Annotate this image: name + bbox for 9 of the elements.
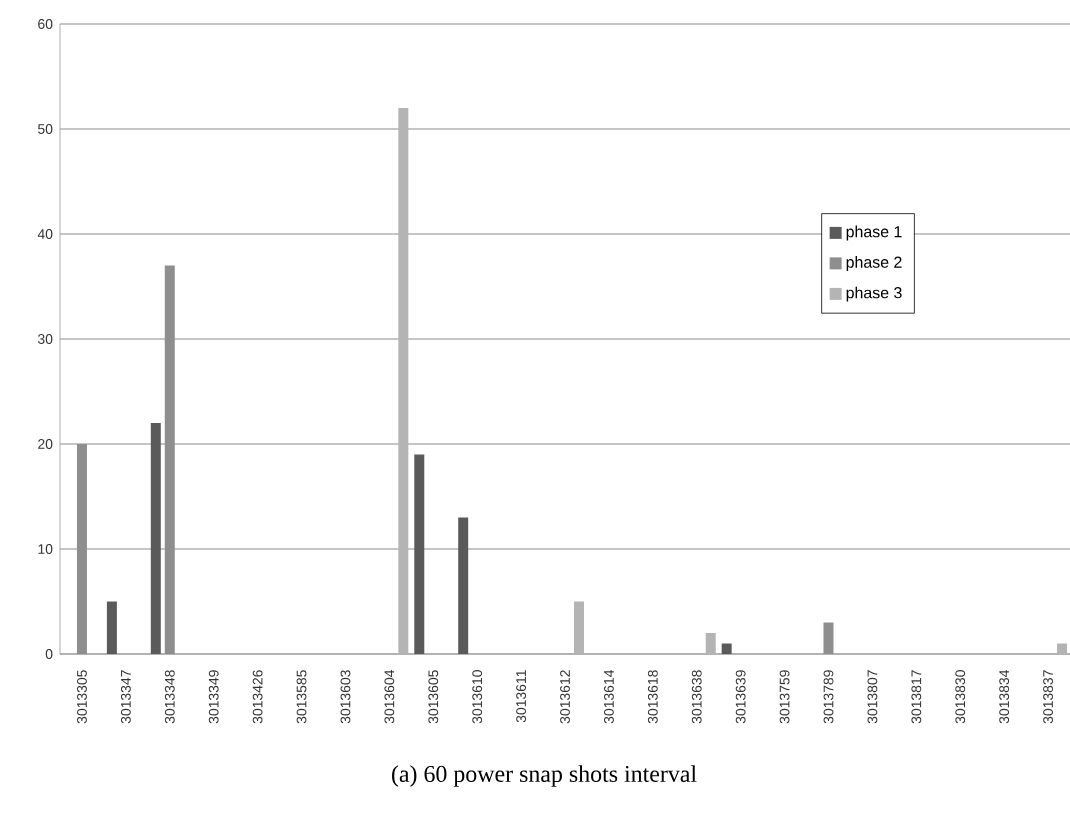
bar bbox=[150, 423, 161, 654]
bar bbox=[458, 517, 469, 654]
bar bbox=[106, 601, 117, 654]
bar bbox=[573, 601, 584, 654]
bar bbox=[705, 633, 716, 654]
bar bbox=[1057, 643, 1068, 654]
bar bbox=[414, 454, 425, 654]
bar bbox=[721, 643, 732, 654]
text: (a) 60 power snap shots interval bbox=[392, 765, 697, 787]
